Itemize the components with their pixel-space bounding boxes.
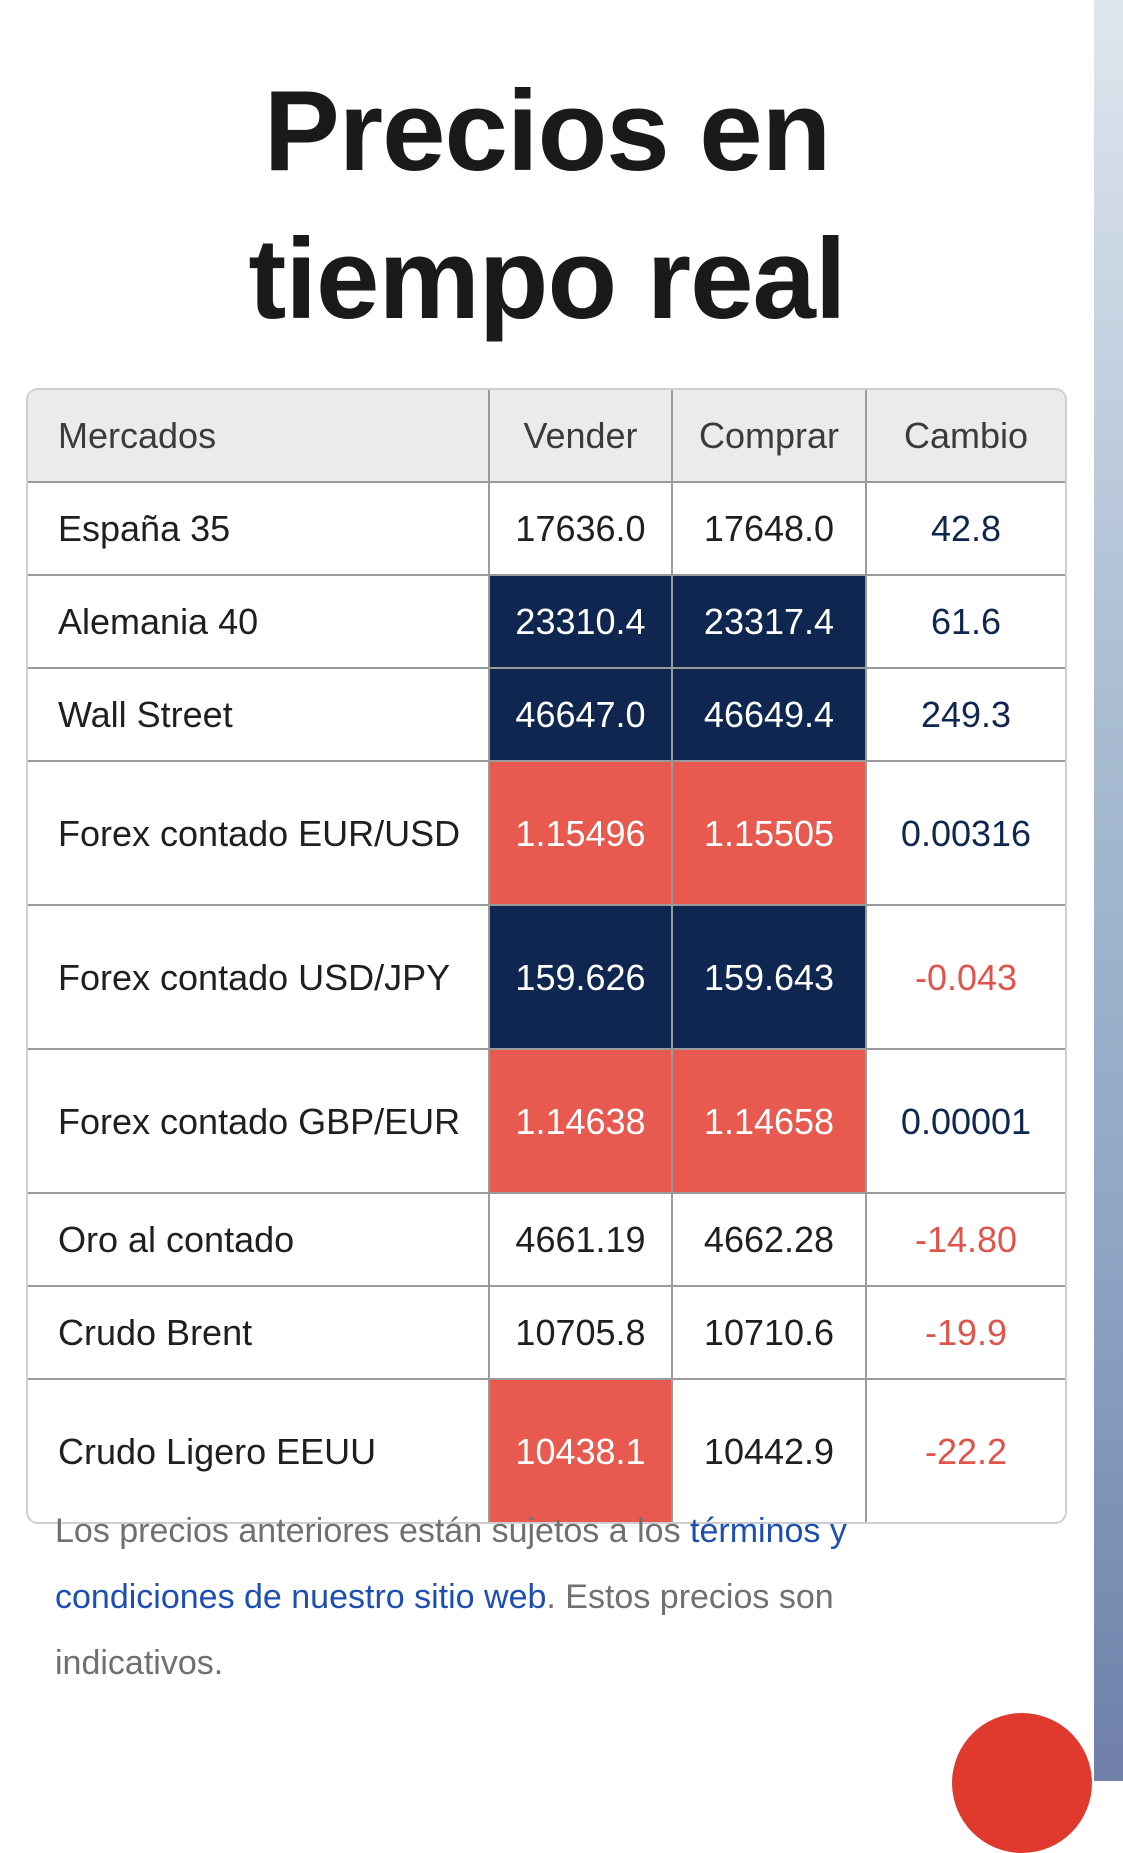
chat-button[interactable] [952, 1713, 1092, 1853]
market-name: Crudo Brent [28, 1287, 490, 1380]
change-cell: 42.8 [867, 483, 1065, 576]
price-cell: 159.643 [673, 906, 867, 1050]
change-cell: -22.2 [924, 1430, 1008, 1472]
market-name: España 35 [28, 483, 490, 576]
prices-table: Mercados Vender Comprar Cambio España 35 176… [26, 388, 1067, 1524]
market-name: Crudo Ligero EEUU [28, 1380, 490, 1522]
table-row: Forex contado GBP/EUR 1.14638 1.14658 0.000… [28, 1050, 1065, 1194]
title-line: Precios en [263, 68, 832, 195]
disclaimer-text: . Estos precios son indicativos. [55, 1578, 834, 1682]
table-row: Alemania 40 23310.4 23317.4 61.6 [28, 576, 1065, 669]
price-cell: 1.14638 [490, 1050, 673, 1194]
market-name: Oro al contado [28, 1194, 490, 1287]
table-row: Crudo Ligero EEUU 10438.1 10442.9 -22.2 [28, 1380, 1065, 1522]
price-cell: 10442.9 [673, 1380, 867, 1522]
market-name: Forex contado USD/JPY [28, 906, 490, 1050]
column-header: Mercados [28, 390, 490, 483]
market-name: Alemania 40 [28, 576, 490, 669]
page-title: Precios en tiempo real [0, 58, 1094, 354]
column-header: Comprar [673, 390, 867, 483]
table-row: Oro al contado 4661.19 4662.28 -14.80 [28, 1194, 1065, 1287]
change-cell: 61.6 [867, 576, 1065, 669]
price-cell: 1.14658 [673, 1050, 867, 1194]
table-row: Crudo Brent 10705.8 10710.6 -19.9 [28, 1287, 1065, 1380]
change-cell: -14.80 [867, 1194, 1065, 1287]
price-cell: 23310.4 [490, 576, 673, 669]
change-cell: -19.9 [867, 1287, 1065, 1380]
change-cell: 0.00316 [867, 762, 1065, 906]
price-cell: 17648.0 [673, 483, 867, 576]
background-strip [1094, 0, 1123, 1781]
disclaimer: Los precios anteriores están sujetos a l… [55, 1498, 925, 1696]
market-name: Forex contado GBP/EUR [28, 1050, 490, 1194]
price-cell: 4661.19 [490, 1194, 673, 1287]
price-cell: 1.15505 [673, 762, 867, 906]
change-cell: 0.00001 [867, 1050, 1065, 1194]
price-cell: 23317.4 [673, 576, 867, 669]
table-row: Wall Street 46647.0 46649.4 249.3 [28, 669, 1065, 762]
table-row: España 35 17636.0 17648.0 42.8 [28, 483, 1065, 576]
change-cell: 249.3 [867, 669, 1065, 762]
price-cell: 10710.6 [673, 1287, 867, 1380]
disclaimer-text: Los precios anteriores están sujetos a l… [55, 1512, 691, 1550]
title-line: tiempo real [248, 216, 846, 343]
price-cell: 10705.8 [490, 1287, 673, 1380]
price-cell: 17636.0 [490, 483, 673, 576]
market-name: Forex contado EUR/USD [28, 762, 490, 906]
market-name: Wall Street [28, 669, 490, 762]
column-header: Cambio [867, 390, 1065, 483]
price-cell: 159.626 [490, 906, 673, 1050]
table-row: Forex contado EUR/USD 1.15496 1.15505 0.003… [28, 762, 1065, 906]
price-cell: 10438.1 [490, 1380, 673, 1522]
header-row: Mercados Vender Comprar Cambio [28, 390, 1065, 483]
terms-link[interactable]: términos y condiciones de nuestro sitio … [55, 1512, 847, 1616]
column-header: Vender [490, 390, 673, 483]
price-cell: 4662.28 [673, 1194, 867, 1287]
price-cell: 46649.4 [673, 669, 867, 762]
change-cell: -0.043 [867, 906, 1065, 1050]
price-cell: 46647.0 [490, 669, 673, 762]
price-cell: 1.15496 [490, 762, 673, 906]
table-row: Forex contado USD/JPY 159.626 159.643 -0.04… [28, 906, 1065, 1050]
table-body: España 35 17636.0 17648.0 42.8 Alemania 40 23… [28, 483, 1065, 1522]
